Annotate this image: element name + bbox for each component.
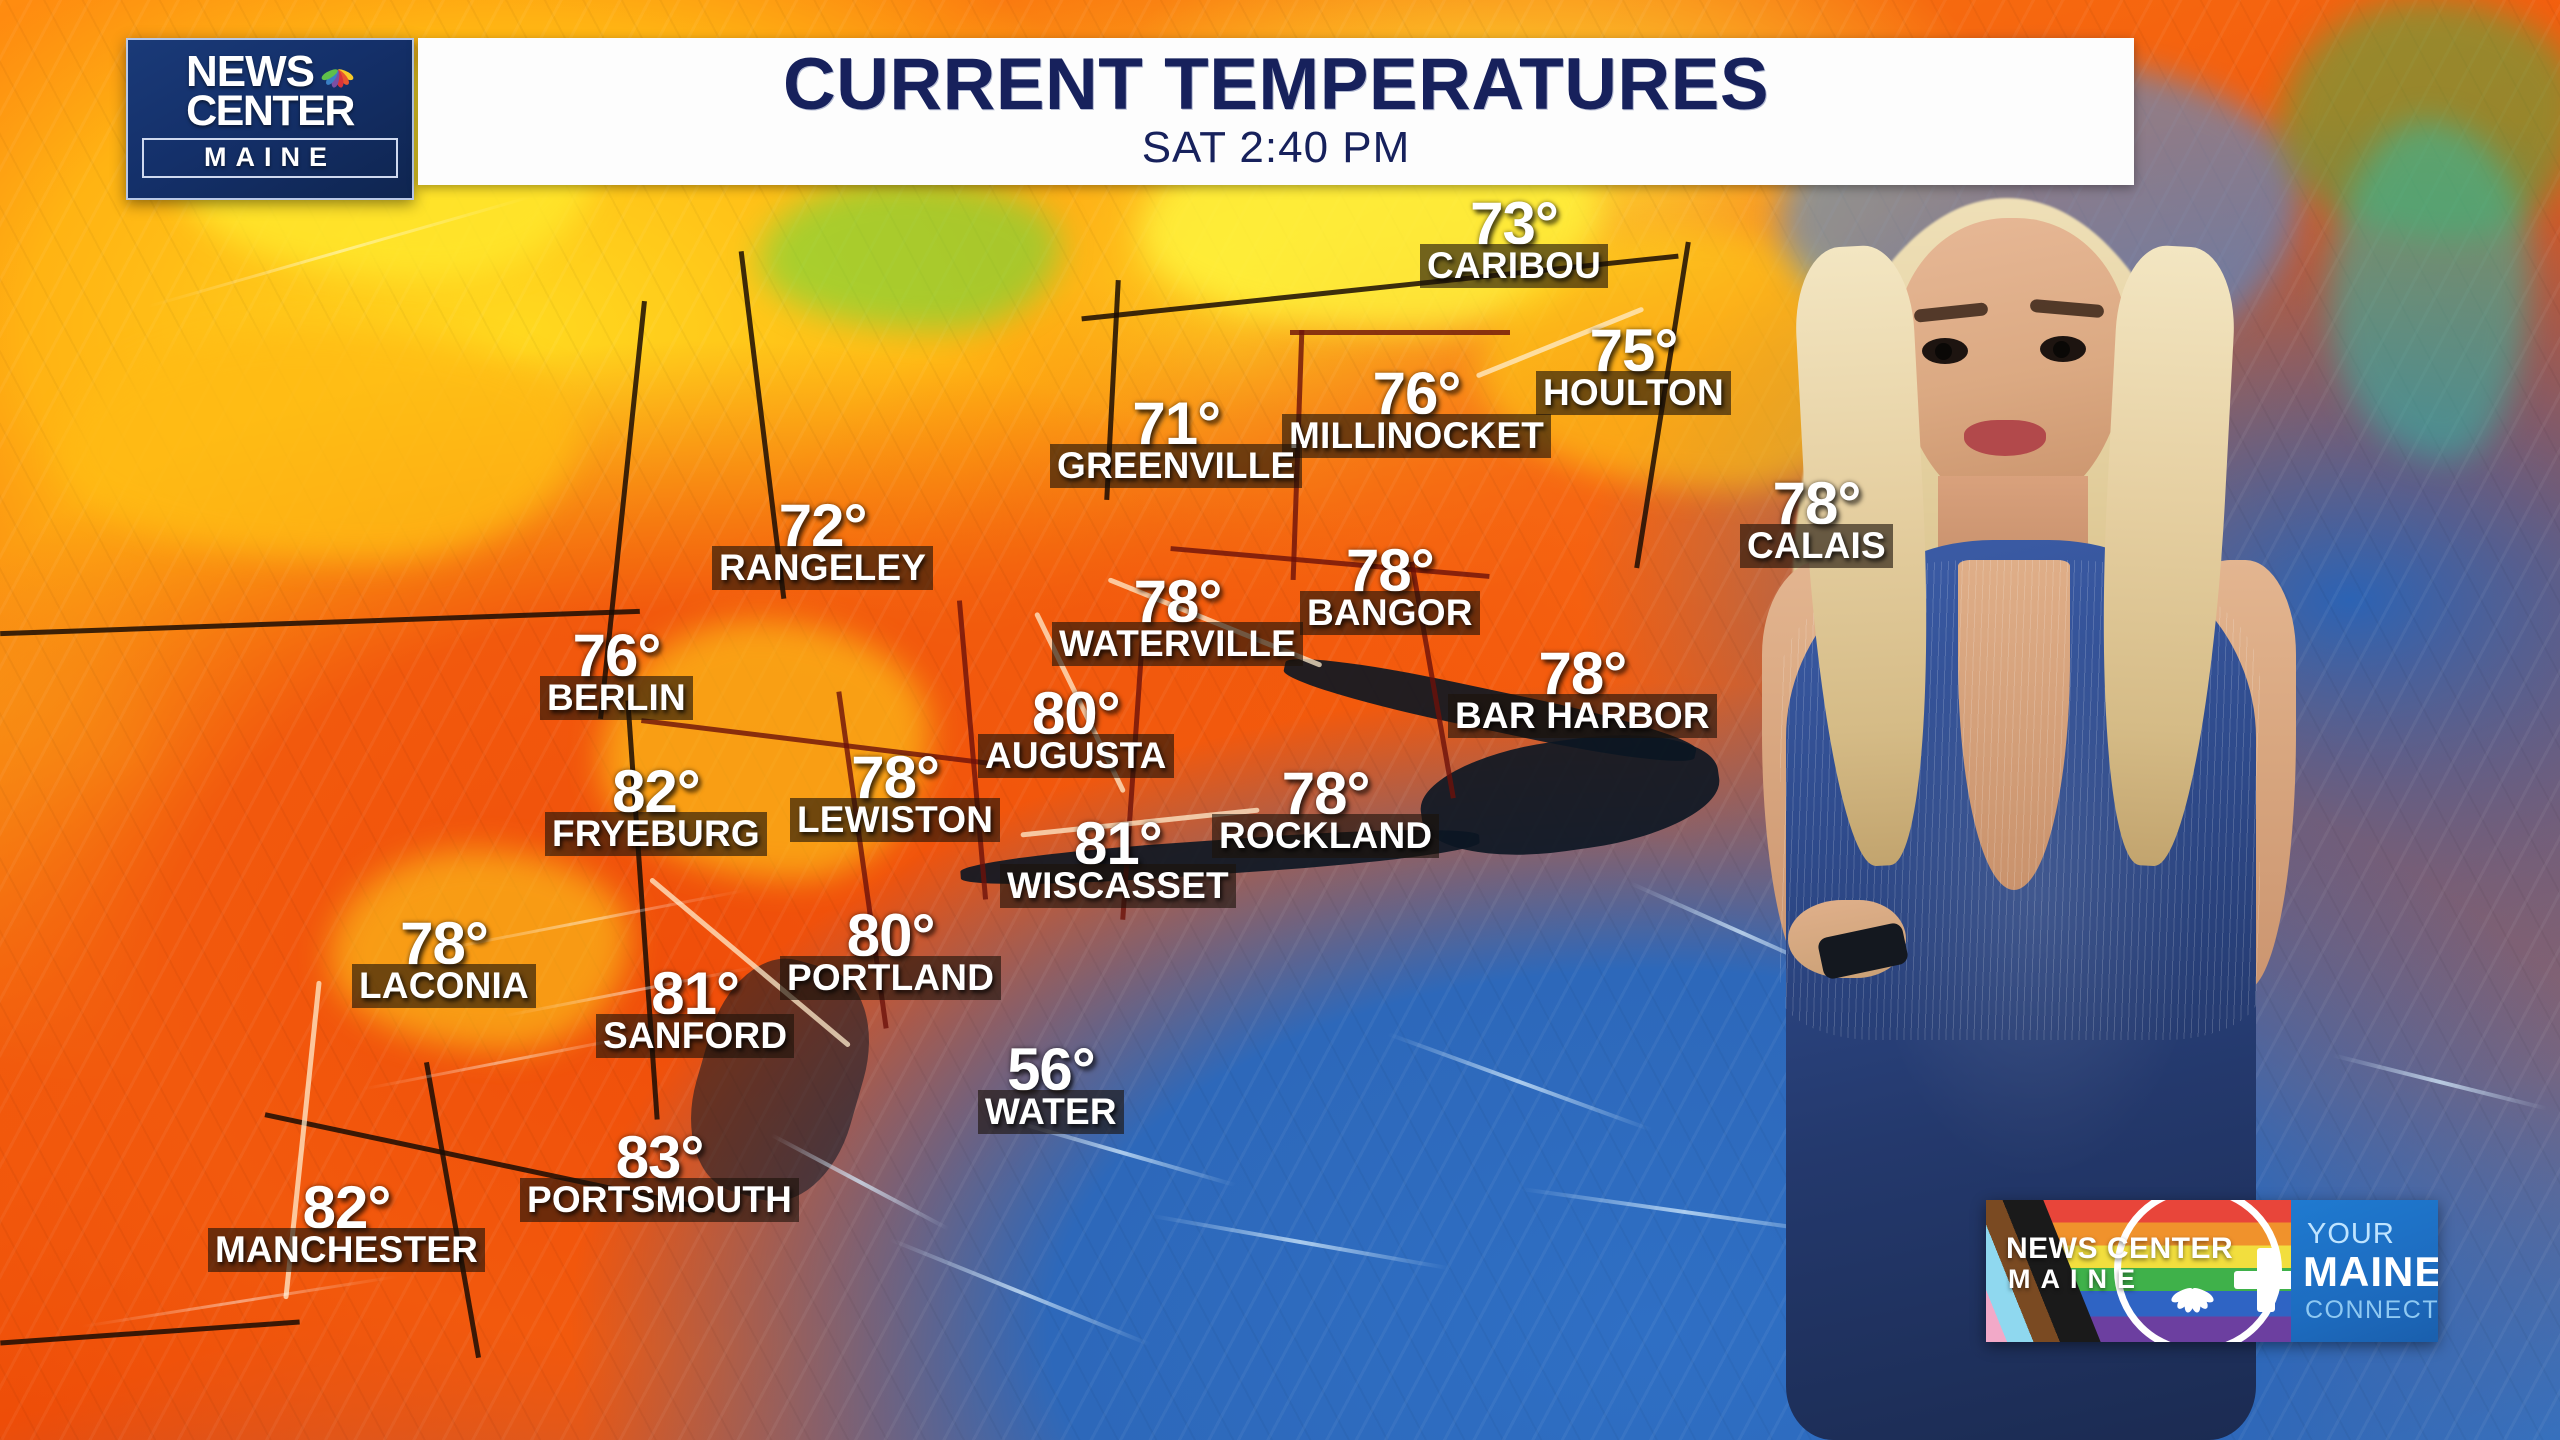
logo-line-center: CENTER bbox=[186, 87, 355, 136]
plus-icon bbox=[2234, 1248, 2291, 1312]
temperature-value: 75° bbox=[1589, 317, 1679, 384]
city-name: CALAIS bbox=[1740, 523, 1893, 569]
city-label-rockland[interactable]: 78° ROCKLAND bbox=[1212, 760, 1440, 859]
city-name: GREENVILLE bbox=[1050, 443, 1303, 489]
cool-blob bbox=[2330, 120, 2530, 460]
city-name: PORTLAND bbox=[780, 955, 1002, 1001]
city-label-laconia[interactable]: 78° LACONIA bbox=[352, 910, 536, 1009]
city-label-rangeley[interactable]: 72° RANGELEY bbox=[712, 492, 934, 591]
city-label-greenville[interactable]: 71° GREENVILLE bbox=[1050, 390, 1303, 489]
logo-line-maine: MAINE bbox=[142, 138, 398, 179]
nbc-peacock-icon bbox=[2164, 1265, 2218, 1314]
temperature-value: 78° bbox=[851, 744, 940, 811]
city-label-waterville[interactable]: 78° WATERVILLE bbox=[1052, 568, 1304, 667]
heat-blob bbox=[760, 180, 1060, 330]
bug-pride-panel: NEWS CENTER MAINE bbox=[1986, 1200, 2291, 1342]
temperature-value: 73° bbox=[1470, 190, 1559, 257]
temperature-value: 80° bbox=[846, 902, 936, 969]
city-label-portland[interactable]: 80° PORTLAND bbox=[780, 902, 1002, 1001]
city-label-berlin[interactable]: 76° BERLIN bbox=[540, 622, 693, 721]
city-name: LACONIA bbox=[352, 963, 536, 1009]
city-name: FRYEBURG bbox=[545, 811, 767, 857]
banner-timestamp: SAT 2:40 PM bbox=[1141, 123, 1411, 173]
bug-tagline-panel: YOUR MAINE CONNECTION bbox=[2291, 1200, 2438, 1342]
city-label-wiscasset[interactable]: 81° WISCASSET bbox=[1000, 810, 1236, 909]
temperature-value: 71° bbox=[1132, 390, 1221, 457]
page-title: CURRENT TEMPERATURES bbox=[782, 44, 1770, 126]
city-name: WISCASSET bbox=[1000, 863, 1236, 909]
temperature-value: 76° bbox=[572, 622, 662, 689]
temperature-value: 81° bbox=[1074, 810, 1163, 877]
city-label-portsmouth[interactable]: 83° PORTSMOUTH bbox=[520, 1124, 800, 1223]
city-name: BERLIN bbox=[540, 675, 693, 721]
temperature-value: 78° bbox=[400, 910, 489, 977]
city-name: CARIBOU bbox=[1420, 243, 1609, 289]
city-label-augusta[interactable]: 80° AUGUSTA bbox=[978, 680, 1174, 779]
city-name: SANFORD bbox=[596, 1013, 795, 1059]
heat-blob bbox=[330, 850, 630, 1050]
county-border bbox=[1290, 330, 1510, 335]
city-name: AUGUSTA bbox=[978, 733, 1174, 779]
city-label-millinocket[interactable]: 76° MILLINOCKET bbox=[1282, 360, 1552, 459]
city-label-lewiston[interactable]: 78° LEWISTON bbox=[790, 744, 1001, 843]
temperature-value: 82° bbox=[612, 758, 701, 825]
city-label-water[interactable]: 56° WATER bbox=[978, 1036, 1124, 1135]
temperature-value: 78° bbox=[1133, 568, 1223, 635]
temperature-value: 72° bbox=[778, 492, 868, 559]
city-name: LEWISTON bbox=[790, 797, 1001, 843]
eye-right bbox=[2040, 336, 2086, 362]
nbc-peacock-icon bbox=[318, 53, 355, 89]
temperature-value: 78° bbox=[1345, 537, 1435, 604]
lips bbox=[1964, 420, 2046, 456]
eye-left bbox=[1922, 338, 1968, 364]
bug-your-label: YOUR bbox=[2307, 1218, 2395, 1250]
station-bug[interactable]: NEWS CENTER MAINE YOUR MAINE CONNECTION bbox=[1986, 1200, 2438, 1342]
logo-line-news: NEWS bbox=[186, 47, 315, 96]
city-label-bangor[interactable]: 78° BANGOR bbox=[1300, 537, 1480, 636]
bug-connection-label: CONNECTION bbox=[2305, 1296, 2438, 1324]
bug-maine-big-label: MAINE bbox=[2303, 1248, 2438, 1295]
city-name: MILLINOCKET bbox=[1282, 413, 1552, 459]
face bbox=[1896, 218, 2128, 508]
temperature-value: 78° bbox=[1772, 470, 1862, 537]
bug-maine-label: MAINE bbox=[2008, 1264, 2145, 1294]
city-label-caribou[interactable]: 73° CARIBOU bbox=[1420, 190, 1609, 289]
temperature-value: 80° bbox=[1031, 680, 1121, 747]
bug-news-center-label: NEWS CENTER bbox=[2006, 1232, 2234, 1265]
city-label-manchester[interactable]: 82° MANCHESTER bbox=[208, 1174, 486, 1273]
city-name: BAR HARBOR bbox=[1448, 693, 1717, 739]
city-name: RANGELEY bbox=[712, 545, 934, 591]
temperature-value: 81° bbox=[651, 960, 740, 1027]
title-banner: CURRENT TEMPERATURES SAT 2:40 PM bbox=[418, 38, 2134, 185]
city-name: HOULTON bbox=[1536, 370, 1731, 416]
city-label-houlton[interactable]: 75° HOULTON bbox=[1536, 317, 1731, 416]
heat-blob bbox=[60, 330, 580, 560]
temperature-value: 56° bbox=[1007, 1036, 1096, 1103]
city-name: WATER bbox=[978, 1089, 1124, 1135]
city-name: BANGOR bbox=[1300, 590, 1480, 636]
temperature-value: 78° bbox=[1281, 760, 1371, 827]
city-label-calais[interactable]: 78° CALAIS bbox=[1740, 470, 1893, 569]
city-name: MANCHESTER bbox=[208, 1227, 486, 1273]
temperature-value: 82° bbox=[302, 1174, 392, 1241]
city-name: ROCKLAND bbox=[1212, 813, 1440, 859]
city-name: WATERVILLE bbox=[1052, 621, 1304, 667]
station-logo[interactable]: NEWS CENTER MAINE bbox=[126, 38, 414, 200]
city-label-bar-harbor[interactable]: 78° BAR HARBOR bbox=[1448, 640, 1717, 739]
city-name: PORTSMOUTH bbox=[520, 1177, 800, 1223]
temperature-value: 83° bbox=[615, 1124, 705, 1191]
city-label-sanford[interactable]: 81° SANFORD bbox=[596, 960, 795, 1059]
logo-top-row: NEWS bbox=[142, 47, 398, 96]
city-label-fryeburg[interactable]: 82° FRYEBURG bbox=[545, 758, 767, 857]
temperature-value: 78° bbox=[1538, 640, 1628, 707]
temperature-value: 76° bbox=[1372, 360, 1462, 427]
